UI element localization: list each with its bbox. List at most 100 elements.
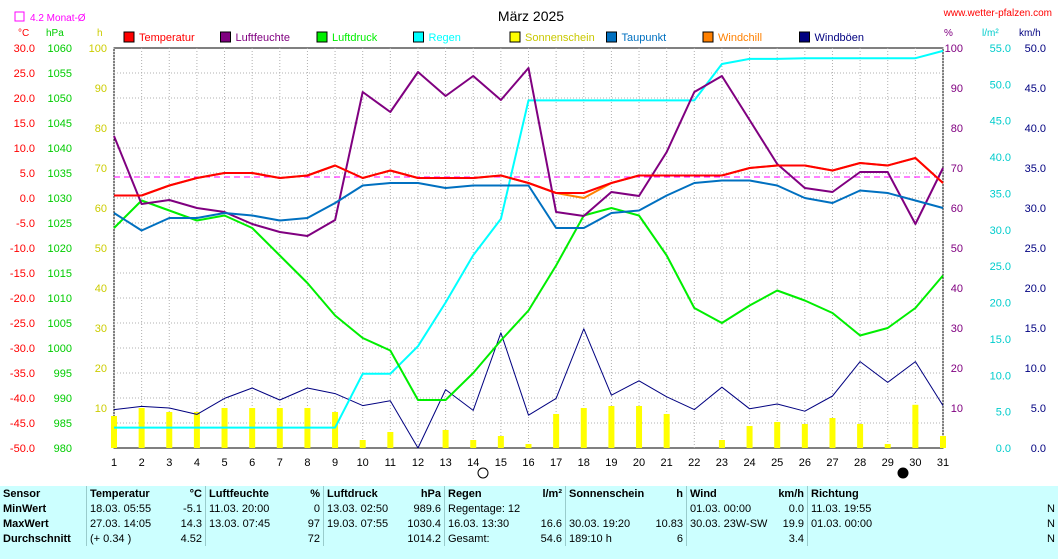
sunshine-bar xyxy=(829,418,836,448)
hpa-tick-label: 1030 xyxy=(48,193,72,205)
x-tick-label: 21 xyxy=(661,457,673,469)
lm2-tick-label: 15.0 xyxy=(990,334,1011,346)
stats-row-min: MinWert 18.03. 05:55 -5.1 11.03. 20:00 0… xyxy=(0,501,1058,516)
kmh-tick-label: 0.0 xyxy=(1031,443,1046,455)
sunshine-bar xyxy=(553,414,560,448)
x-tick-label: 5 xyxy=(221,457,227,469)
sunshine-bar xyxy=(111,416,117,448)
sunshine-bar xyxy=(884,444,891,448)
temp-tick-label: -5.0 xyxy=(16,218,35,230)
hpa-tick-label: 1060 xyxy=(48,43,72,55)
kmh-tick-label: 45.0 xyxy=(1025,83,1046,95)
avg-label: Durchschnitt xyxy=(3,532,71,545)
x-tick-label: 2 xyxy=(139,457,145,469)
min-ld-date: 13.03. 02:50 xyxy=(323,501,400,516)
hpa-tick-label: 980 xyxy=(54,443,72,455)
x-tick-label: 28 xyxy=(854,457,866,469)
monthly-mean-label: 4.2 Monat-Ø xyxy=(30,13,86,24)
x-tick-label: 12 xyxy=(412,457,424,469)
x-tick-label: 16 xyxy=(522,457,534,469)
x-tick-label: 3 xyxy=(166,457,172,469)
x-tick-label: 17 xyxy=(550,457,562,469)
avg-ld-val: 1014.2 xyxy=(407,532,441,545)
max-lf-date: 13.03. 07:45 xyxy=(205,516,292,531)
legend-label: Luftfeuchte xyxy=(236,32,290,44)
legend-swatch xyxy=(413,31,424,43)
avg-wind-val: 3.4 xyxy=(788,532,804,545)
lm2-tick-label: 30.0 xyxy=(990,225,1011,237)
avg-ld-date xyxy=(323,531,400,546)
temp-tick-label: -25.0 xyxy=(10,318,35,330)
new-moon-icon xyxy=(897,467,909,479)
temperatur-header: Temperatur xyxy=(86,486,171,501)
hpa-tick-label: 985 xyxy=(54,418,72,430)
sunshine-bar xyxy=(193,412,200,448)
h-tick-label: 10 xyxy=(95,403,107,415)
sensor-header: Sensor xyxy=(3,487,41,500)
axes: -50.0 -45.0 -40.0 -35.0 -30.0 -25.0 -20.0 -15.0… xyxy=(10,43,1046,469)
h-tick-label: 70 xyxy=(95,163,107,175)
pct-tick-label: 10 xyxy=(951,403,963,415)
pct-tick-label: 60 xyxy=(951,203,963,215)
weather-chart: März 2025 www.wetter-pfalzen.com 4.2 Mon… xyxy=(10,8,1052,479)
lm2-tick-label: 45.0 xyxy=(990,116,1011,128)
x-tick-label: 15 xyxy=(495,457,507,469)
chart-title: März 2025 xyxy=(498,8,564,24)
sunshine-bar xyxy=(912,404,919,448)
hpa-tick-label: 1025 xyxy=(48,218,72,230)
x-tick-label: 19 xyxy=(605,457,617,469)
x-tick-label: 27 xyxy=(826,457,838,469)
x-tick-label: 22 xyxy=(688,457,700,469)
h-tick-label: 40 xyxy=(95,283,107,295)
max-wind-date: 30.03. 23W-SW xyxy=(686,516,773,531)
hpa-tick-label: 1020 xyxy=(48,243,72,255)
wind-unit-header: km/h xyxy=(778,487,804,500)
avg-sonne-date: 189:10 h xyxy=(565,531,652,546)
legend-label: Windböen xyxy=(815,32,865,44)
legend-swatch xyxy=(123,31,135,43)
sunshine-bar xyxy=(663,414,670,448)
x-tick-label: 20 xyxy=(633,457,645,469)
x-tick-label: 4 xyxy=(194,457,200,469)
max-sonne-date: 30.03. 19:20 xyxy=(565,516,652,531)
x-tick-label: 14 xyxy=(467,457,479,469)
temp-tick-label: -35.0 xyxy=(10,368,35,380)
temp-tick-label: 10.0 xyxy=(14,143,35,155)
h-tick-label: 60 xyxy=(95,203,107,215)
kmh-tick-label: 50.0 xyxy=(1025,43,1046,55)
min-sonne-date xyxy=(565,501,652,516)
hpa-tick-label: 990 xyxy=(54,393,72,405)
h-tick-label: 100 xyxy=(89,43,107,55)
hpa-tick-label: 1015 xyxy=(48,268,72,280)
hpa-axis-unit: hPa xyxy=(46,28,64,39)
kmh-tick-label: 15.0 xyxy=(1025,323,1046,335)
stats-row-max: MaxWert 27.03. 14:05 14.3 13.03. 07:45 9… xyxy=(0,516,1058,531)
max-temp-date: 27.03. 14:05 xyxy=(86,516,171,531)
x-tick-label: 6 xyxy=(249,457,255,469)
avg-lf-date xyxy=(205,531,292,546)
legend-label: Windchill xyxy=(718,32,762,44)
x-tick-label: 31 xyxy=(937,457,949,469)
series-line-luftfeuchte xyxy=(113,67,944,237)
x-tick-label: 11 xyxy=(385,457,396,469)
sunshine-bar xyxy=(801,424,808,448)
h-tick-label: 20 xyxy=(95,363,107,375)
x-tick-label: 9 xyxy=(332,457,338,469)
series-line-luftdruck xyxy=(113,199,944,401)
max-lf-val: 97 xyxy=(307,517,320,530)
sunshine-bar xyxy=(442,430,449,448)
lm2-tick-label: 0.0 xyxy=(996,443,1011,455)
stats-header-row: Sensor Temperatur °C Luftfeuchte % Luftd… xyxy=(0,486,1058,501)
min-wind-date: 01.03. 00:00 xyxy=(686,501,773,516)
sunshine-bar xyxy=(525,444,532,448)
sunshine-bar xyxy=(718,440,725,448)
temp-unit-header: °C xyxy=(189,487,202,500)
source-link[interactable]: www.wetter-pfalzen.com xyxy=(943,8,1052,19)
kmh-tick-label: 40.0 xyxy=(1025,123,1046,135)
temp-tick-label: 5.0 xyxy=(20,168,35,180)
legend-swatch xyxy=(220,31,231,43)
hpa-tick-label: 1010 xyxy=(48,293,72,305)
series-line-taupunkt xyxy=(113,179,944,232)
temp-tick-label: -15.0 xyxy=(10,268,35,280)
legend-label: Temperatur xyxy=(139,32,195,44)
